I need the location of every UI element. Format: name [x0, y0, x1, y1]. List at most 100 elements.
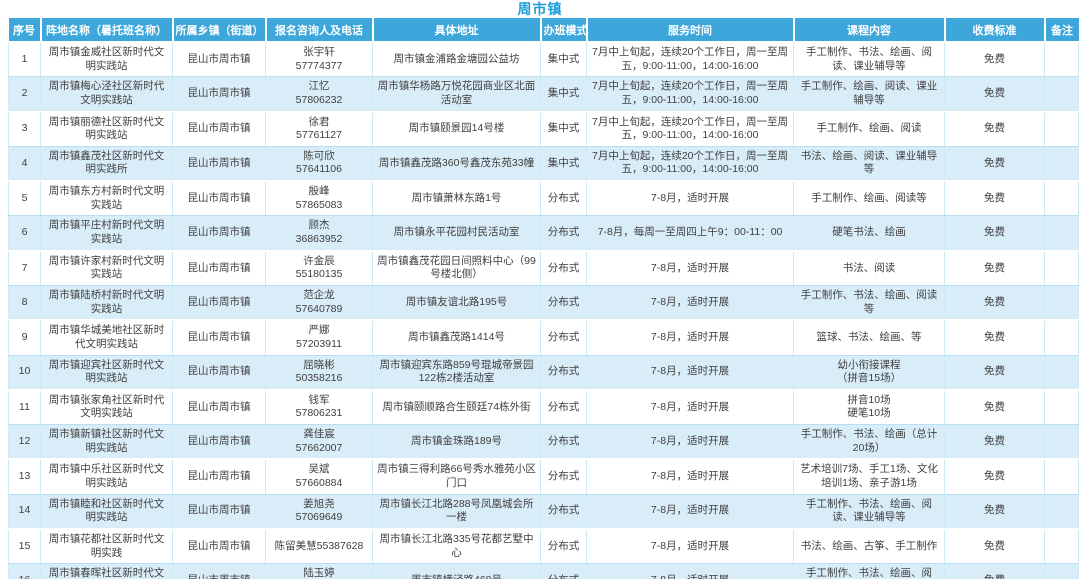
- site-name-cell: 周市镇花都社区新时代文明实践: [40, 528, 173, 565]
- fee-cell: 免费: [944, 111, 1045, 147]
- site-name-cell: 周市镇新镇社区新时代文明实践站: [40, 424, 173, 461]
- remark-cell: [1044, 459, 1079, 495]
- township-cell: 昆山市周市镇: [172, 493, 266, 530]
- remark-cell: [1044, 76, 1079, 113]
- index-cell: 16: [8, 563, 41, 579]
- col-header-index: 序号: [8, 18, 42, 43]
- mode-cell: 集中式: [540, 76, 587, 113]
- remark-cell: [1044, 563, 1079, 579]
- courses-cell: 拼音10场 硬笔10场: [793, 389, 945, 426]
- address-cell: 周市镇迎宾东路859号琨城帝景园122栋2楼活动室: [372, 354, 541, 391]
- township-cell: 昆山市周市镇: [172, 111, 266, 147]
- mode-cell: 分布式: [540, 493, 587, 530]
- remark-cell: [1044, 42, 1079, 78]
- col-header-remark: 备注: [1044, 18, 1079, 43]
- address-cell: 周市镇鑫茂花园日间照料中心（99号楼北侧）: [372, 250, 541, 286]
- fee-cell: 免费: [944, 424, 1045, 461]
- remark-cell: [1044, 493, 1079, 530]
- township-cell: 昆山市周市镇: [172, 424, 266, 461]
- site-name-cell: 周市镇华城美地社区新时代文明实践站: [40, 320, 173, 356]
- col-header-fee: 收费标准: [944, 18, 1046, 43]
- remark-cell: [1044, 215, 1079, 252]
- remark-cell: [1044, 111, 1079, 147]
- courses-cell: 书法、绘画、阅读、课业辅导等: [793, 145, 945, 183]
- fee-cell: 免费: [944, 354, 1045, 391]
- mode-cell: 集中式: [540, 111, 587, 147]
- courses-cell: 篮球、书法、绘画、等: [793, 320, 945, 356]
- remark-cell: [1044, 424, 1079, 461]
- table-row: 15 周市镇花都社区新时代文明实践 昆山市周市镇 陈留美慧55387628 周市…: [8, 528, 1079, 565]
- col-header-mode: 办班模式: [540, 18, 588, 43]
- mode-cell: 分布式: [540, 459, 587, 495]
- table-row: 3 周市镇丽德社区新时代文明实践站 昆山市周市镇 徐君 57761127 周市镇…: [8, 111, 1079, 147]
- mode-cell: 分布式: [540, 320, 587, 356]
- fee-cell: 免费: [944, 459, 1045, 495]
- table-row: 14 周市镇睦和社区新时代文明实践站 昆山市周市镇 姜旭尧 57069649 周…: [8, 493, 1079, 530]
- table-row: 4 周市镇鑫茂社区新时代文明实践所 昆山市周市镇 陈可欣 57641106 周市…: [8, 145, 1079, 183]
- site-name-cell: 周市镇迎宾社区新时代文明实践站: [40, 354, 173, 391]
- mode-cell: 分布式: [540, 354, 587, 391]
- remark-cell: [1044, 389, 1079, 426]
- fee-cell: 免费: [944, 181, 1045, 217]
- service-time-cell: 7-8月，适时开展: [586, 354, 794, 391]
- fee-cell: 免费: [944, 528, 1045, 565]
- table-body: 1 周市镇金威社区新时代文明实践站 昆山市周市镇 张宇轩 57774377 周市…: [8, 42, 1079, 579]
- address-cell: 周市镇友谊北路195号: [372, 284, 541, 322]
- fee-cell: 免费: [944, 215, 1045, 252]
- contact-cell: 张宇轩 57774377: [265, 42, 373, 78]
- page-title: 周市镇: [517, 1, 563, 17]
- service-time-cell: 7月中上旬起，连续20个工作日，周一至周五，9:00-11:00，14:00-1…: [586, 111, 794, 147]
- township-cell: 昆山市周市镇: [172, 320, 266, 356]
- table-row: 11 周市镇张家角社区新时代文明实践站 昆山市周市镇 钱军 57806231 周…: [8, 389, 1079, 426]
- index-cell: 15: [8, 528, 41, 565]
- contact-cell: 殷峰 57865083: [265, 181, 373, 217]
- fee-cell: 免费: [944, 493, 1045, 530]
- index-cell: 2: [8, 76, 41, 113]
- mode-cell: 分布式: [540, 250, 587, 286]
- site-name-cell: 周市镇金威社区新时代文明实践站: [40, 42, 173, 78]
- fee-cell: 免费: [944, 389, 1045, 426]
- address-cell: 周市镇金浦路金塘园公益坊: [372, 42, 541, 78]
- courses-cell: 幼小衔接课程 （拼音15场）: [793, 354, 945, 391]
- table-row: 5 周市镇东方村新时代文明实践站 昆山市周市镇 殷峰 57865083 周市镇萧…: [8, 181, 1079, 217]
- township-cell: 昆山市周市镇: [172, 563, 266, 579]
- township-cell: 昆山市周市镇: [172, 145, 266, 183]
- index-cell: 5: [8, 181, 41, 217]
- township-cell: 昆山市周市镇: [172, 215, 266, 252]
- courses-cell: 书法、绘画、古筝、手工制作: [793, 528, 945, 565]
- remark-cell: [1044, 284, 1079, 322]
- fee-cell: 免费: [944, 250, 1045, 286]
- index-cell: 1: [8, 42, 41, 78]
- index-cell: 9: [8, 320, 41, 356]
- remark-cell: [1044, 181, 1079, 217]
- index-cell: 3: [8, 111, 41, 147]
- remark-cell: [1044, 145, 1079, 183]
- table-row: 13 周市镇中乐社区新时代文明实践站 昆山市周市镇 吴斌 57660884 周市…: [8, 459, 1079, 495]
- site-name-cell: 周市镇丽德社区新时代文明实践站: [40, 111, 173, 147]
- col-header-township: 所属乡镇（街道）: [172, 18, 267, 43]
- fee-cell: 免费: [944, 42, 1045, 78]
- contact-cell: 徐君 57761127: [265, 111, 373, 147]
- courses-cell: 手工制作、书法、绘画、阅读、课业辅导等: [793, 42, 945, 78]
- table-row: 16 周市镇春晖社区新时代文明实践站 昆山市周市镇 陆玉婷 55185038 周…: [8, 563, 1079, 579]
- col-header-contact: 报名咨询人及电话: [265, 18, 374, 43]
- service-time-cell: 7-8月，适时开展: [586, 389, 794, 426]
- site-name-cell: 周市镇许家村新时代文明实践站: [40, 250, 173, 286]
- courses-cell: 书法、阅读: [793, 250, 945, 286]
- service-time-cell: 7-8月，每周一至周四上午9：00-11：00: [586, 215, 794, 252]
- col-header-name: 阵地名称（暑托班名称）: [40, 18, 174, 43]
- contact-cell: 范企龙 57640789: [265, 284, 373, 322]
- site-name-cell: 周市镇鑫茂社区新时代文明实践所: [40, 145, 173, 183]
- courses-cell: 艺术培训7场、手工1场、文化培训1场、亲子游1场: [793, 459, 945, 495]
- col-header-courses: 课程内容: [793, 18, 946, 43]
- courses-cell: 硬笔书法、绘画: [793, 215, 945, 252]
- township-cell: 昆山市周市镇: [172, 250, 266, 286]
- mode-cell: 分布式: [540, 389, 587, 426]
- mode-cell: 集中式: [540, 145, 587, 183]
- service-time-cell: 7-8月，适时开展: [586, 563, 794, 579]
- index-cell: 7: [8, 250, 41, 286]
- contact-cell: 龚佳宸 57662007: [265, 424, 373, 461]
- site-name-cell: 周市镇梅心泾社区新时代文明实践站: [40, 76, 173, 113]
- contact-cell: 钱军 57806231: [265, 389, 373, 426]
